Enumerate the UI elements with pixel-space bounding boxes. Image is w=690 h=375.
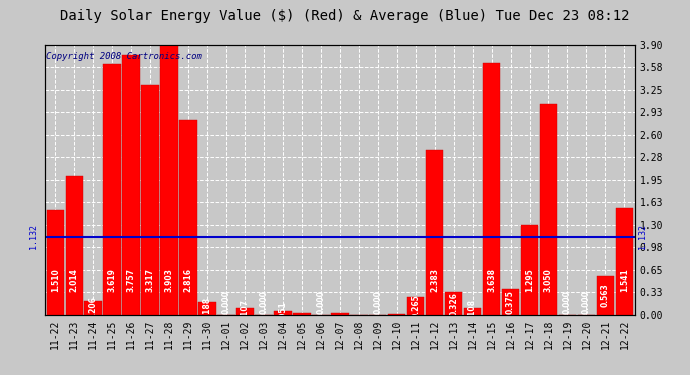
Text: 3.757: 3.757 (127, 268, 136, 292)
Bar (540, 104, 558, 315)
Bar (597, 276, 614, 315)
Bar (464, 308, 482, 315)
Text: 1.541: 1.541 (620, 268, 629, 292)
Bar (46, 210, 64, 315)
Text: 3.638: 3.638 (487, 268, 496, 292)
Bar (141, 86, 159, 315)
Bar (483, 63, 500, 315)
Text: 3.903: 3.903 (165, 268, 174, 292)
Text: Daily Solar Energy Value ($) (Red) & Average (Blue) Tue Dec 23 08:12: Daily Solar Energy Value ($) (Red) & Ave… (60, 9, 630, 23)
Text: 2.014: 2.014 (70, 268, 79, 292)
Bar (160, 45, 178, 315)
Text: 0.206: 0.206 (89, 296, 98, 320)
Text: Copyright 2008 Cartronics.com: Copyright 2008 Cartronics.com (46, 52, 202, 61)
Text: 3.317: 3.317 (146, 268, 155, 292)
Bar (179, 120, 197, 315)
Text: 1.132: 1.132 (29, 224, 38, 249)
Text: 2.816: 2.816 (184, 268, 193, 292)
Bar (445, 292, 462, 315)
Bar (521, 225, 538, 315)
Bar (502, 289, 520, 315)
Bar (331, 314, 348, 315)
Bar (104, 64, 121, 315)
Bar (236, 308, 254, 315)
Text: 0.375: 0.375 (506, 290, 515, 314)
Text: 0.000: 0.000 (563, 290, 572, 314)
Text: 2.383: 2.383 (430, 268, 439, 292)
Bar (388, 314, 406, 315)
Text: 0.326: 0.326 (449, 292, 458, 316)
Text: 0.108: 0.108 (468, 299, 477, 323)
Text: 0.265: 0.265 (411, 294, 420, 318)
Text: 0.563: 0.563 (601, 284, 610, 308)
Text: 0.000: 0.000 (316, 290, 326, 314)
Text: 0.000: 0.000 (221, 290, 230, 314)
Bar (66, 176, 83, 315)
Bar (407, 297, 424, 315)
Bar (274, 312, 292, 315)
Bar (198, 302, 216, 315)
Text: 3.619: 3.619 (108, 268, 117, 292)
Text: 1.510: 1.510 (51, 268, 60, 292)
Text: 0.000: 0.000 (373, 290, 382, 314)
Text: 0.000: 0.000 (259, 290, 268, 314)
Text: 0.107: 0.107 (241, 299, 250, 323)
Text: 1.132: 1.132 (638, 224, 647, 249)
Text: 3.050: 3.050 (544, 268, 553, 292)
Bar (615, 209, 633, 315)
Bar (293, 314, 310, 315)
Bar (122, 55, 140, 315)
Text: 0.051: 0.051 (279, 302, 288, 325)
Bar (84, 301, 102, 315)
Text: 0.188: 0.188 (203, 296, 212, 321)
Text: 0.000: 0.000 (582, 290, 591, 314)
Text: 1.295: 1.295 (525, 268, 534, 292)
Bar (426, 150, 444, 315)
